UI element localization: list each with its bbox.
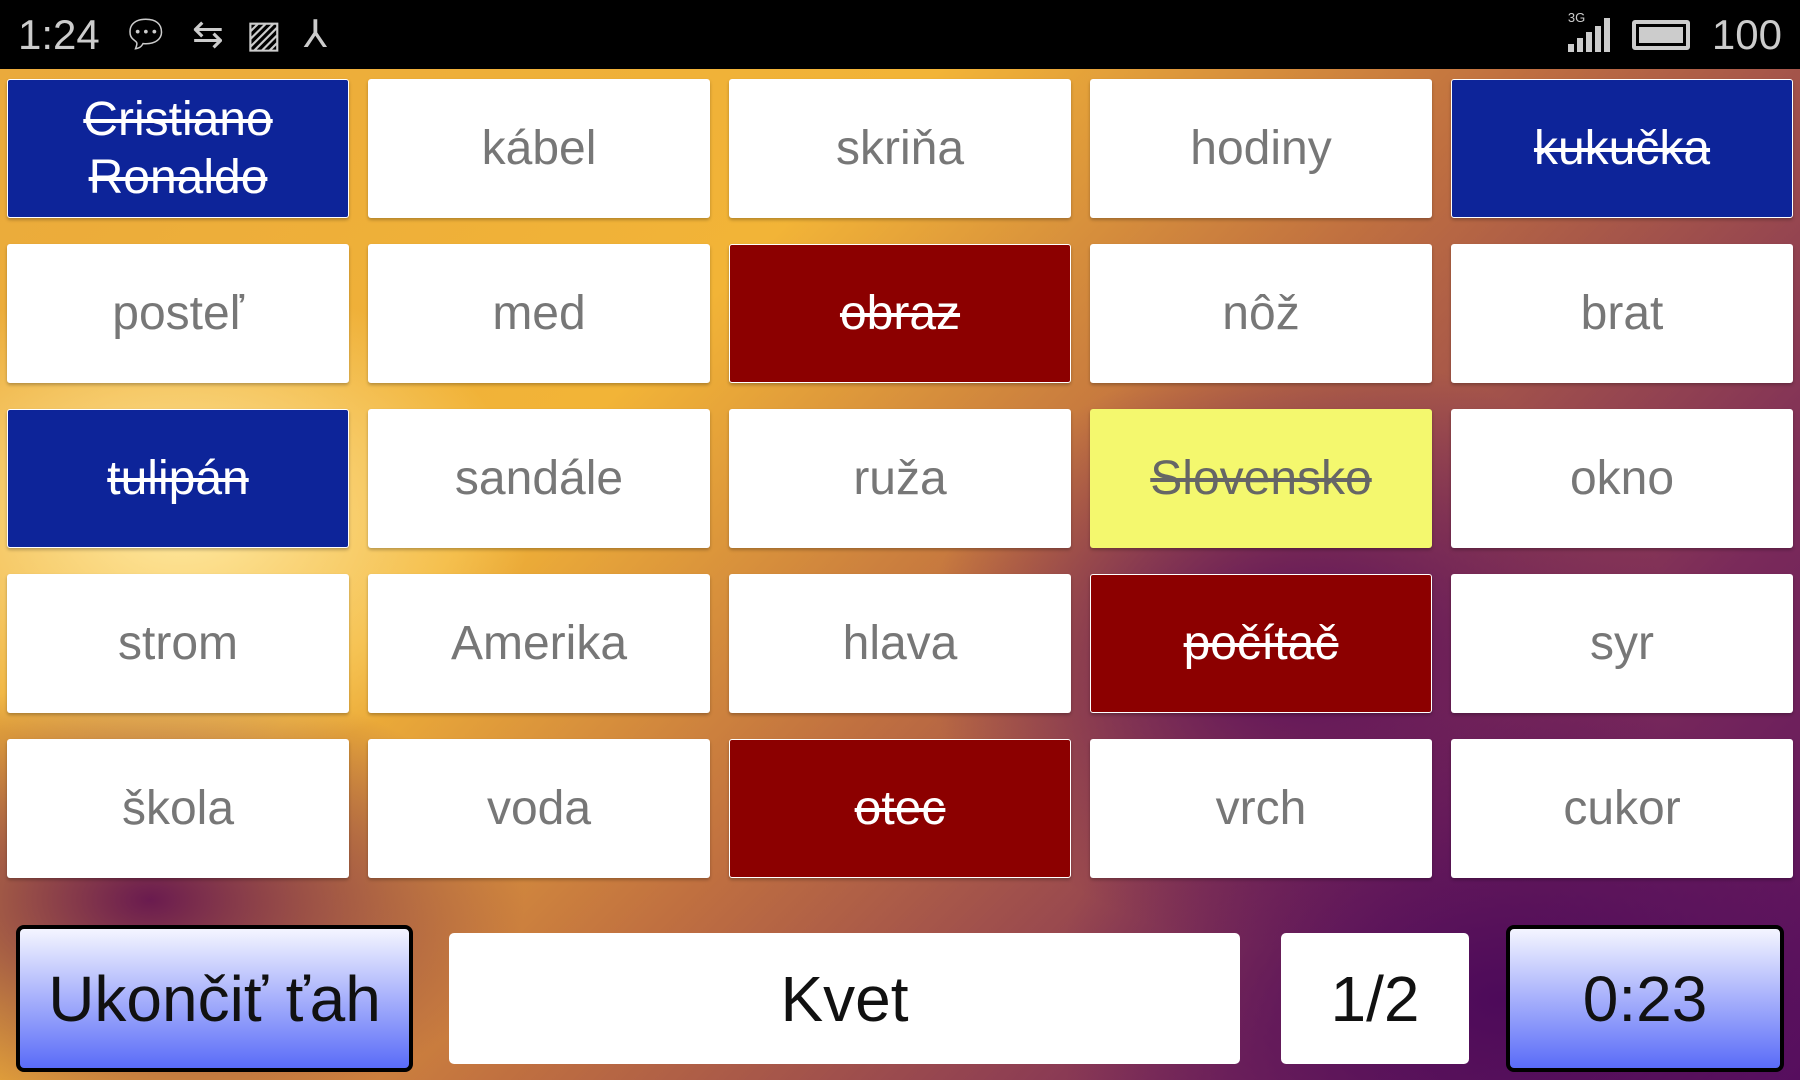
word-card[interactable]: Amerika	[368, 574, 710, 713]
word-card[interactable]: ruža	[729, 409, 1071, 548]
word-card[interactable]: kábel	[368, 79, 710, 218]
share-icon: ⅄	[303, 14, 327, 56]
word-card[interactable]: posteľ	[7, 244, 349, 383]
word-card[interactable]: obraz	[729, 244, 1071, 383]
guess-count: 1/2	[1281, 933, 1469, 1064]
signal-icon: 3G	[1567, 10, 1610, 52]
word-card[interactable]: otec	[729, 739, 1071, 878]
image-icon: ▨	[245, 14, 282, 56]
word-card[interactable]: Cristiano Ronaldo	[7, 79, 349, 218]
word-card[interactable]: nôž	[1090, 244, 1432, 383]
word-card[interactable]: cukor	[1451, 739, 1793, 878]
network-type: 3G	[1567, 9, 1586, 25]
word-card[interactable]: med	[368, 244, 710, 383]
clock: 1:24	[18, 10, 100, 58]
word-card[interactable]: škola	[7, 739, 349, 878]
word-card[interactable]: syr	[1451, 574, 1793, 713]
word-grid: Cristiano Ronaldo kábel skriňa hodiny kukučk…	[7, 79, 1793, 878]
word-card[interactable]: hlava	[729, 574, 1071, 713]
word-card[interactable]: vrch	[1090, 739, 1432, 878]
chat-bubble-icon: 💬︎	[121, 13, 170, 56]
battery-level: 100	[1711, 10, 1782, 58]
clue-word: Kvet	[449, 933, 1240, 1064]
word-card[interactable]: hodiny	[1090, 79, 1432, 218]
word-card[interactable]: kukučka	[1451, 79, 1793, 218]
timer: 0:23	[1506, 925, 1784, 1072]
word-card[interactable]: Slovensko	[1090, 409, 1432, 548]
word-card[interactable]: počítač	[1090, 574, 1432, 713]
word-card[interactable]: sandále	[368, 409, 710, 548]
word-card[interactable]: strom	[7, 574, 349, 713]
word-card[interactable]: brat	[1451, 244, 1793, 383]
word-card[interactable]: voda	[368, 739, 710, 878]
word-card[interactable]: okno	[1451, 409, 1793, 548]
word-card[interactable]: skriňa	[729, 79, 1071, 218]
battery-icon	[1631, 19, 1690, 50]
end-turn-button[interactable]: Ukončiť ťah	[16, 925, 413, 1072]
word-card[interactable]: tulipán	[7, 409, 349, 548]
status-bar: 1:24 💬︎ ⇆ ▨ ⅄ 3G 100	[0, 0, 1800, 69]
usb-icon: ⇆	[192, 14, 224, 56]
